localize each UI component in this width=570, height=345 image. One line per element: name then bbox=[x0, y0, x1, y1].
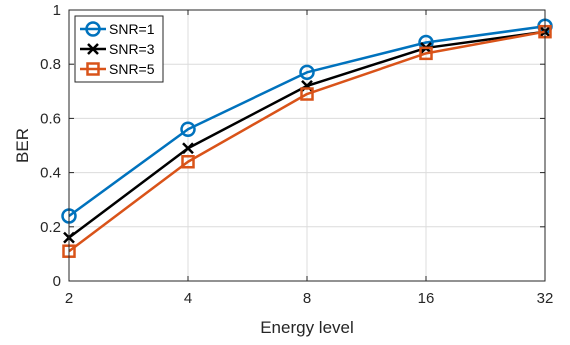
legend-marker-square bbox=[86, 62, 100, 76]
legend-marker-x bbox=[87, 43, 99, 55]
y-tick-label: 0.2 bbox=[40, 219, 61, 236]
x-tick-label: 32 bbox=[537, 290, 554, 307]
y-tick-label: 0.6 bbox=[40, 110, 61, 127]
x-tick-label: 4 bbox=[184, 290, 192, 307]
legend-item: SNR=3 bbox=[80, 41, 155, 57]
legend-item: SNR=5 bbox=[80, 61, 155, 77]
axis-ticks bbox=[68, 9, 546, 282]
x-tick-label: 2 bbox=[65, 290, 73, 307]
legend-label: SNR=3 bbox=[109, 41, 155, 57]
series-line bbox=[68, 30, 546, 253]
legend-label: SNR=1 bbox=[109, 21, 155, 37]
data-point-square bbox=[300, 87, 314, 101]
data-point-square bbox=[419, 46, 433, 61]
legend-item: SNR=1 bbox=[80, 21, 155, 37]
data-point-circle bbox=[299, 64, 315, 81]
data-series bbox=[61, 18, 553, 258]
legend-marker-circle bbox=[85, 21, 101, 37]
series-line bbox=[68, 25, 546, 217]
y-tick-label: 1 bbox=[53, 2, 61, 19]
y-tick-label: 0.4 bbox=[40, 165, 61, 182]
data-point-circle bbox=[180, 121, 196, 137]
x-axis-label: Energy level bbox=[260, 318, 354, 337]
y-axis-label: BER bbox=[13, 128, 32, 163]
legend: SNR=1 SNR=3 SNR=5 bbox=[74, 15, 164, 83]
tick-labels: 2 4 8 16 32 0 0.2 0.4 0.6 0.8 1 bbox=[40, 2, 553, 307]
legend-label: SNR=5 bbox=[109, 61, 155, 77]
x-tick-label: 16 bbox=[418, 290, 435, 307]
data-point-square bbox=[181, 155, 195, 169]
y-tick-label: 0 bbox=[53, 273, 61, 290]
y-tick-label: 0.8 bbox=[40, 56, 61, 73]
x-tick-label: 8 bbox=[303, 290, 311, 307]
data-point-x bbox=[182, 142, 194, 155]
